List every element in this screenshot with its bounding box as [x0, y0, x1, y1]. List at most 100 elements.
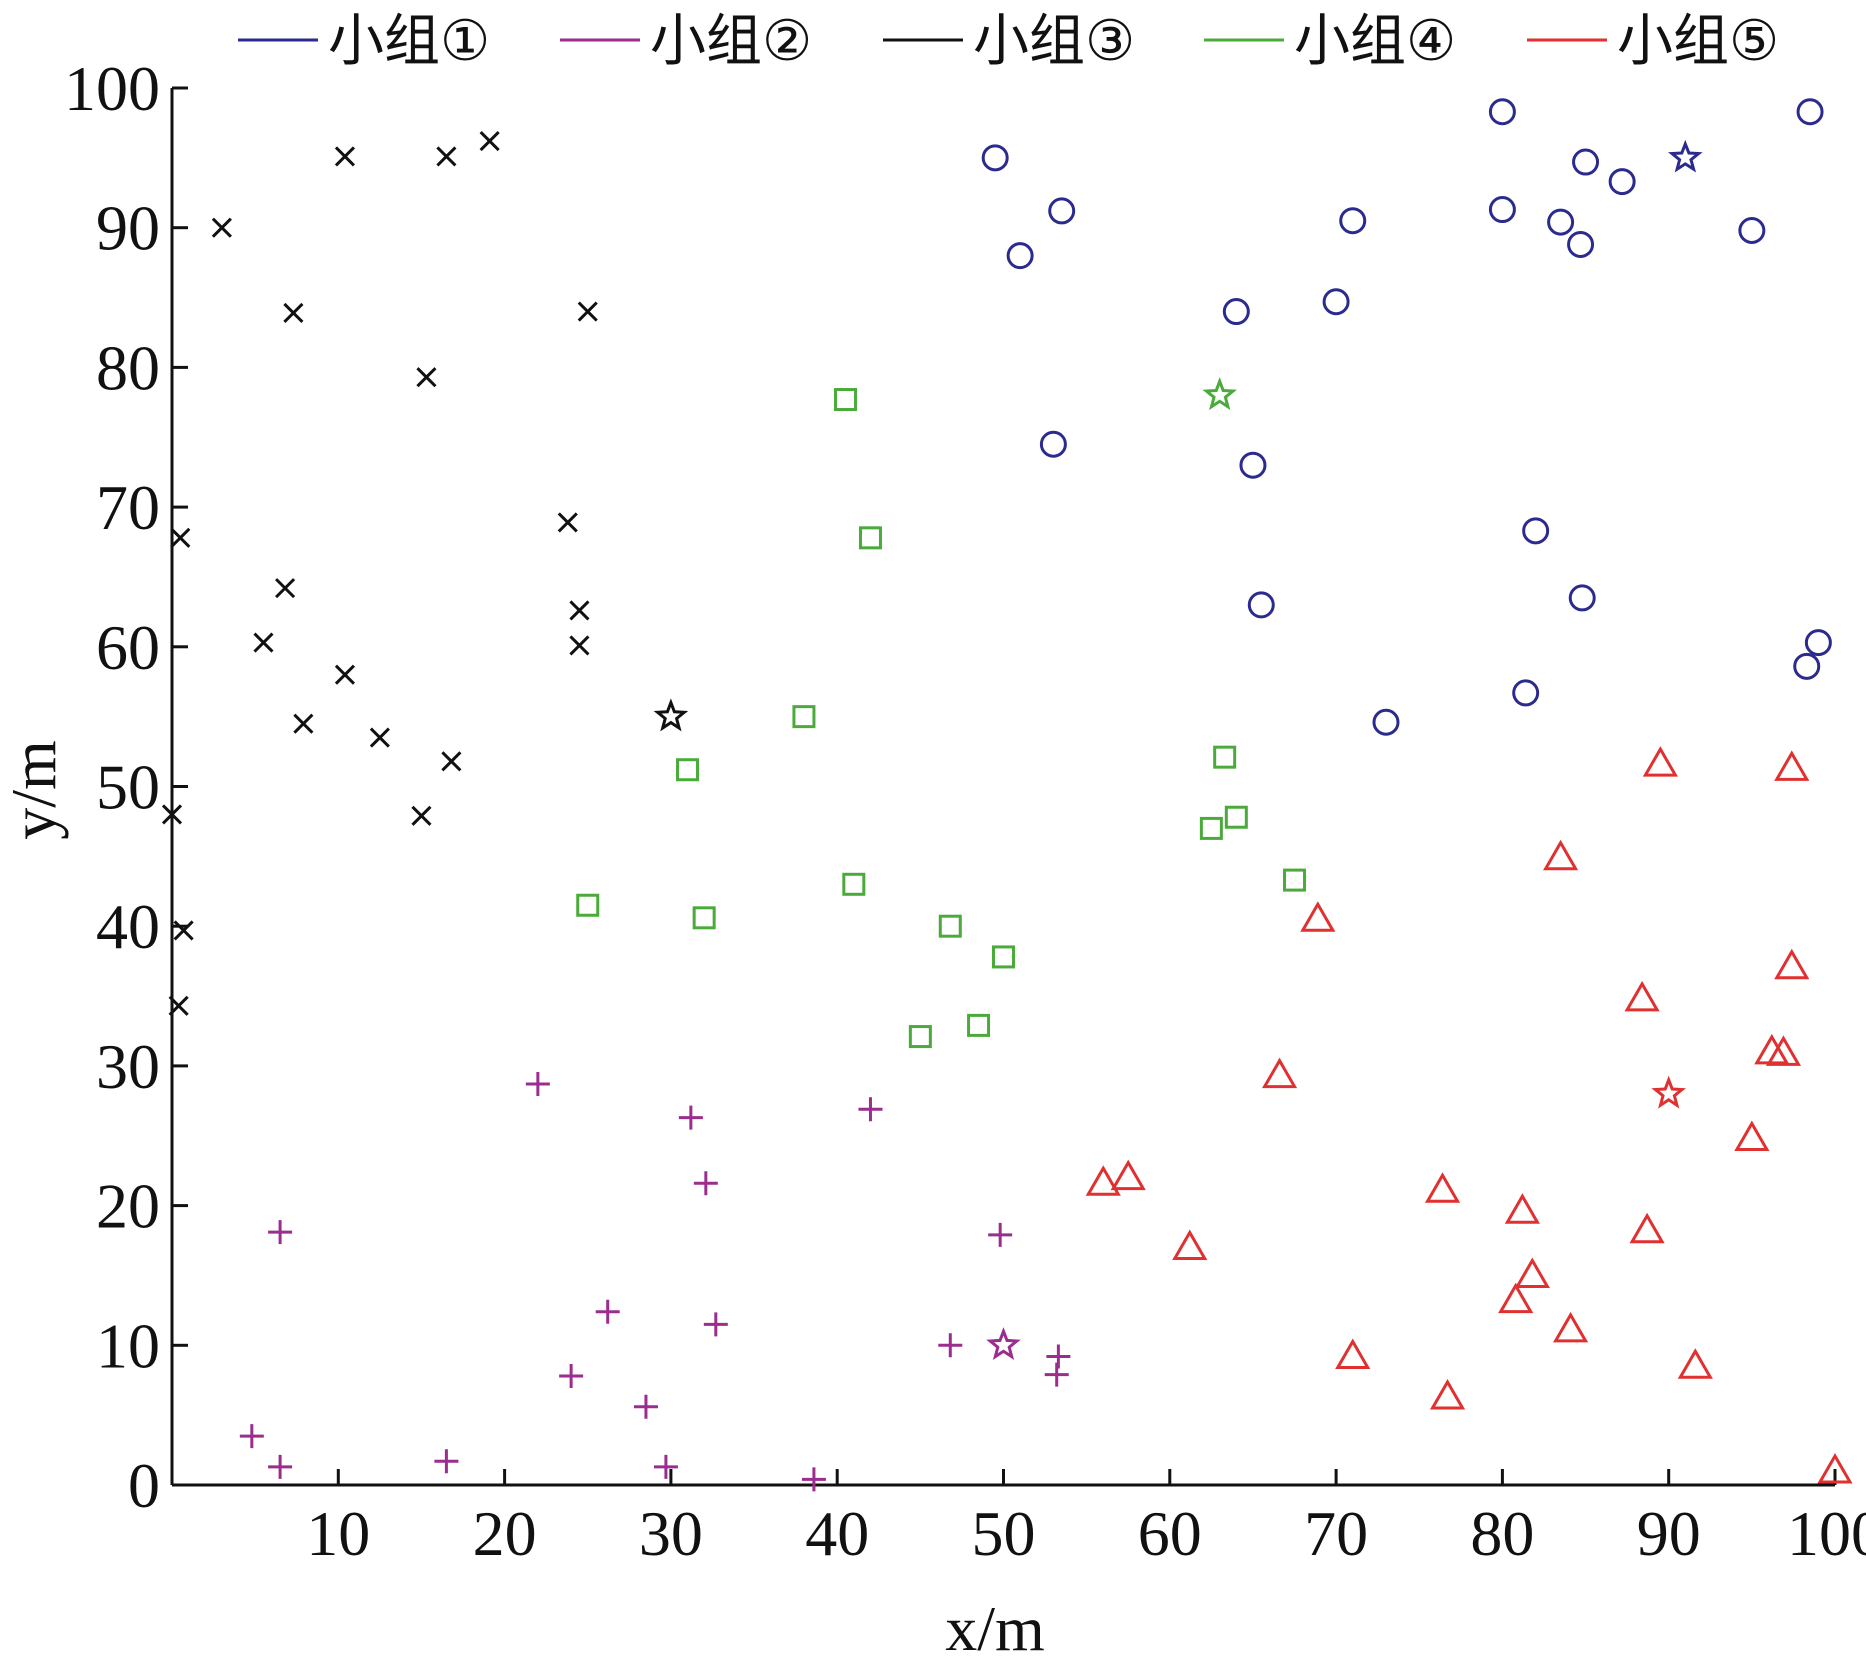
plus-point [1046, 1344, 1071, 1369]
y-tick-label: 10 [96, 1310, 160, 1381]
x-tick-label: 50 [972, 1498, 1036, 1569]
triangle-point [1629, 1212, 1665, 1244]
y-tick-label: 70 [96, 472, 160, 543]
cross-point [569, 635, 590, 656]
cross-point [293, 713, 314, 734]
legend-label: 小组④ [1294, 9, 1456, 74]
x-tick-label: 100 [1787, 1498, 1866, 1569]
triangle-point [1300, 901, 1336, 932]
plus-point [703, 1312, 728, 1337]
square-point [792, 705, 816, 729]
center-star-marker [653, 698, 689, 732]
triangle-point [1817, 1453, 1853, 1484]
series-group [1085, 746, 1853, 1484]
x-tick-label: 40 [805, 1498, 869, 1569]
circle-point [1567, 230, 1595, 258]
plus-point [653, 1454, 678, 1479]
circle-point [1048, 197, 1076, 225]
plus-point [239, 1424, 264, 1449]
plus-point [938, 1333, 963, 1358]
square-point [842, 872, 866, 896]
series-group [576, 377, 1307, 1049]
center-star-marker [1651, 1075, 1686, 1109]
triangle-point [1110, 1159, 1146, 1191]
legend: 小组① 小组② 小组③ 小组④ 小组⑤ [238, 9, 1779, 74]
triangle-point [1774, 948, 1810, 980]
circle-point [1322, 288, 1350, 316]
cross-point [436, 146, 457, 167]
square-point [576, 893, 600, 917]
triangle-point [1429, 1378, 1466, 1410]
legend-label: 小组① [328, 9, 490, 74]
plus-point [678, 1105, 703, 1130]
circle-point [1222, 298, 1250, 326]
center-star-marker [1202, 377, 1237, 411]
cross-point [416, 367, 437, 388]
x-tick-label: 60 [1138, 1498, 1202, 1569]
circle-point [1522, 517, 1550, 545]
cross-point [334, 664, 356, 685]
triangle-point [1765, 1035, 1802, 1066]
triangle-point [1642, 746, 1678, 777]
cross-point [334, 146, 356, 167]
circle-point [1488, 98, 1516, 126]
cross-point [168, 995, 189, 1016]
triangle-point [1261, 1057, 1298, 1089]
circle-point [1372, 708, 1400, 736]
triangle-point [1543, 839, 1579, 871]
triangle-point [1774, 750, 1810, 781]
cross-point [411, 805, 432, 826]
circle-point [1738, 216, 1766, 244]
circle-point [1796, 98, 1824, 126]
triangle-point [1514, 1257, 1550, 1288]
y-tick-label: 100 [64, 53, 160, 124]
triangle-point [1677, 1348, 1713, 1379]
circle-point [1239, 451, 1267, 479]
plus-point [595, 1299, 620, 1324]
circle-point [1608, 168, 1636, 196]
square-point [938, 914, 962, 938]
triangle-point [1734, 1120, 1770, 1152]
x-tick-label: 90 [1637, 1498, 1701, 1569]
square-point [1283, 868, 1307, 892]
square-point [1224, 805, 1248, 829]
triangle-point [1085, 1165, 1121, 1196]
square-point [967, 1013, 991, 1037]
data-points [161, 98, 1853, 1492]
square-point [858, 526, 882, 550]
circle-point [1512, 679, 1540, 707]
square-point [1199, 816, 1223, 840]
triangle-point [1172, 1229, 1208, 1261]
circle-point [1568, 584, 1596, 612]
square-point [676, 758, 700, 782]
y-tick-label: 80 [96, 332, 160, 403]
triangle-point [1424, 1172, 1461, 1203]
y-axis-label: y/m [0, 740, 69, 840]
y-tick-label: 20 [96, 1171, 160, 1242]
center-star-marker [986, 1327, 1021, 1360]
plus-point [268, 1220, 293, 1245]
plus-point [988, 1222, 1013, 1247]
square-point [992, 945, 1015, 969]
cross-point [441, 751, 462, 772]
series-group [161, 131, 689, 1016]
x-axis-label: x/m [945, 1593, 1045, 1658]
triangle-point [1624, 980, 1660, 1012]
cross-point [275, 578, 296, 599]
cross-point [577, 301, 598, 322]
plus-point [268, 1454, 293, 1479]
y-tick-label: 60 [96, 612, 160, 683]
series-group [239, 1072, 1071, 1492]
cross-point [173, 920, 194, 941]
plus-point [559, 1364, 584, 1389]
triangle-point [1498, 1282, 1534, 1314]
circle-point [1339, 207, 1367, 235]
y-tick-label: 30 [96, 1031, 160, 1102]
axes: 10 20 30 40 50 60 70 80 90 100 0 10 20 30 40 50 60 70 80 90… [64, 53, 1866, 1569]
cross-point [253, 632, 274, 653]
circle-point [1006, 242, 1034, 270]
plus-point [525, 1072, 550, 1097]
y-tick-label: 40 [96, 891, 160, 962]
